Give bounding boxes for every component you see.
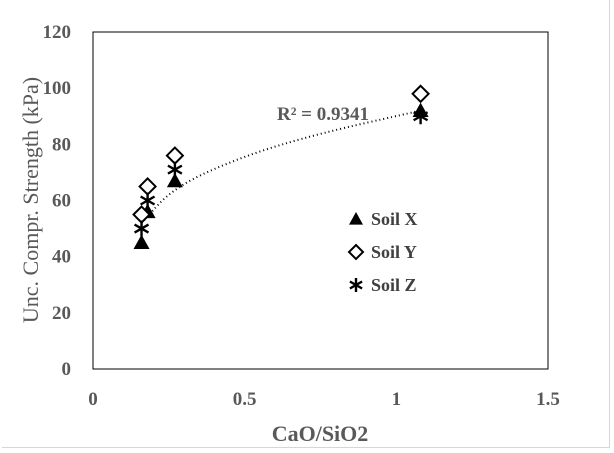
chart-frame: 0 20 40 60 80 100 120 0 0.5 1 1.5 R² = 0.9341 Soi… xyxy=(2,0,610,448)
y-tick-label: 60 xyxy=(52,191,71,212)
y-tick-labels: 0 20 40 60 80 100 120 xyxy=(43,22,72,380)
x-tick-label: 1.5 xyxy=(536,389,560,410)
scatter-chart: 0 20 40 60 80 100 120 0 0.5 1 1.5 R² = 0.9341 Soi… xyxy=(2,0,610,448)
y-axis-title: Unc. Compr. Strength (kPa) xyxy=(18,77,43,323)
y-tick-label: 0 xyxy=(62,359,72,380)
legend-label-soil-z: Soil Z xyxy=(371,275,417,295)
legend: Soil X Soil Y Soil Z xyxy=(349,209,418,295)
x-tick-label: 0 xyxy=(88,389,98,410)
legend-label-soil-x: Soil X xyxy=(371,209,418,229)
r-squared-label: R² = 0.9341 xyxy=(277,104,369,125)
y-tick-label: 20 xyxy=(52,303,71,324)
plot-border xyxy=(93,32,548,369)
x-tick-label: 0.5 xyxy=(233,389,257,410)
y-tick-label: 120 xyxy=(43,22,72,43)
x-tick-label: 1 xyxy=(392,389,402,410)
x-tick-labels: 0 0.5 1 1.5 xyxy=(88,389,560,410)
x-axis-title: CaO/SiO2 xyxy=(272,421,369,446)
y-tick-label: 80 xyxy=(52,134,71,155)
y-tick-label: 100 xyxy=(43,78,72,99)
legend-label-soil-y: Soil Y xyxy=(371,242,417,262)
y-tick-label: 40 xyxy=(52,247,71,268)
plot-area xyxy=(93,32,548,369)
